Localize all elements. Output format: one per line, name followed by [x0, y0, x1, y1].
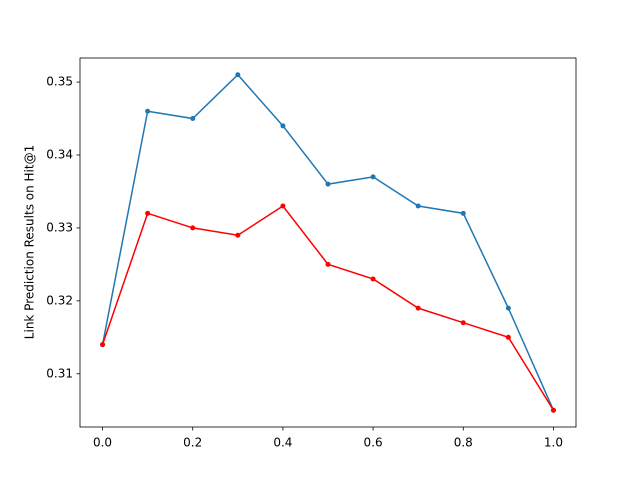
point	[505, 334, 511, 340]
x-tick-label: 0.2	[183, 436, 202, 450]
point	[415, 203, 421, 209]
point	[145, 108, 151, 114]
point	[145, 210, 151, 216]
y-tick-label: 0.32	[46, 293, 73, 307]
x-tick-label: 0.6	[364, 436, 383, 450]
y-tick-label: 0.33	[46, 220, 73, 234]
x-tick-label: 0.8	[454, 436, 473, 450]
x-tick-label: 0.0	[93, 436, 112, 450]
point	[505, 305, 511, 311]
point	[100, 342, 106, 348]
point	[190, 116, 196, 122]
y-tick-label: 0.31	[46, 366, 73, 380]
point	[235, 232, 241, 238]
point	[370, 174, 376, 180]
y-tick-label: 0.35	[46, 75, 73, 89]
point	[550, 407, 556, 413]
plot-frame	[79, 57, 577, 428]
point	[280, 203, 286, 209]
point	[460, 210, 466, 216]
x-tick-label: 0.4	[273, 436, 292, 450]
point	[190, 225, 196, 231]
point	[325, 181, 331, 187]
y-tick-label: 0.34	[46, 147, 73, 161]
point	[460, 320, 466, 326]
point	[280, 123, 286, 129]
point	[235, 72, 241, 78]
point	[415, 305, 421, 311]
y-axis-label: Link Prediction Results on Hit@1	[23, 145, 37, 339]
x-tick-label: 1.0	[544, 436, 563, 450]
point	[370, 276, 376, 282]
point	[325, 261, 331, 267]
